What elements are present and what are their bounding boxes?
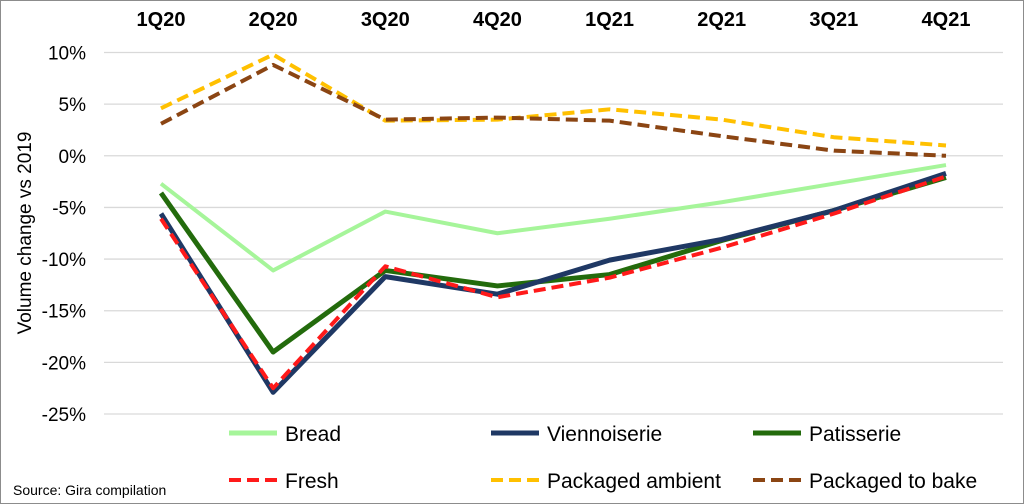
x-tick-label: 4Q21 [922, 9, 971, 31]
x-tick-label: 2Q20 [249, 9, 298, 31]
series-line-patisserie [158, 175, 947, 355]
y-tick-label: 0% [59, 147, 87, 168]
legend-label-packaged-ambient: Packaged ambient [547, 470, 721, 493]
legend-label-fresh: Fresh [285, 470, 339, 493]
y-tick-label: 10% [48, 44, 86, 65]
y-tick-label: -20% [42, 353, 86, 374]
series-line-fresh [159, 174, 947, 391]
y-axis-label: Volume change vs 2019 [15, 132, 36, 335]
legend-label-bread: Bread [285, 423, 341, 446]
legend-label-packaged-to-bake: Packaged to bake [809, 470, 977, 493]
legend-label-patisserie: Patisserie [809, 423, 901, 446]
y-tick-label: -5% [52, 198, 86, 219]
legend-label-viennoiserie: Viennoiserie [547, 423, 662, 446]
source-note: Source: Gira compilation [13, 482, 167, 498]
series-line-packaged-ambient [160, 52, 947, 148]
y-tick-label: 5% [59, 95, 87, 116]
series-line-packaged-to-bake [160, 62, 947, 158]
series-line-viennoiserie [158, 170, 947, 395]
series-line-bread [159, 163, 947, 273]
x-tick-label: 1Q21 [585, 9, 634, 31]
x-tick-label: 2Q21 [697, 9, 746, 31]
x-tick-label: 4Q20 [473, 9, 522, 31]
y-tick-label: -15% [42, 302, 86, 323]
x-tick-label: 3Q20 [361, 9, 410, 31]
y-tick-label: -25% [42, 405, 86, 426]
x-tick-label: 3Q21 [809, 9, 858, 31]
x-tick-label: 1Q20 [137, 9, 186, 31]
y-tick-label: -10% [42, 250, 86, 271]
